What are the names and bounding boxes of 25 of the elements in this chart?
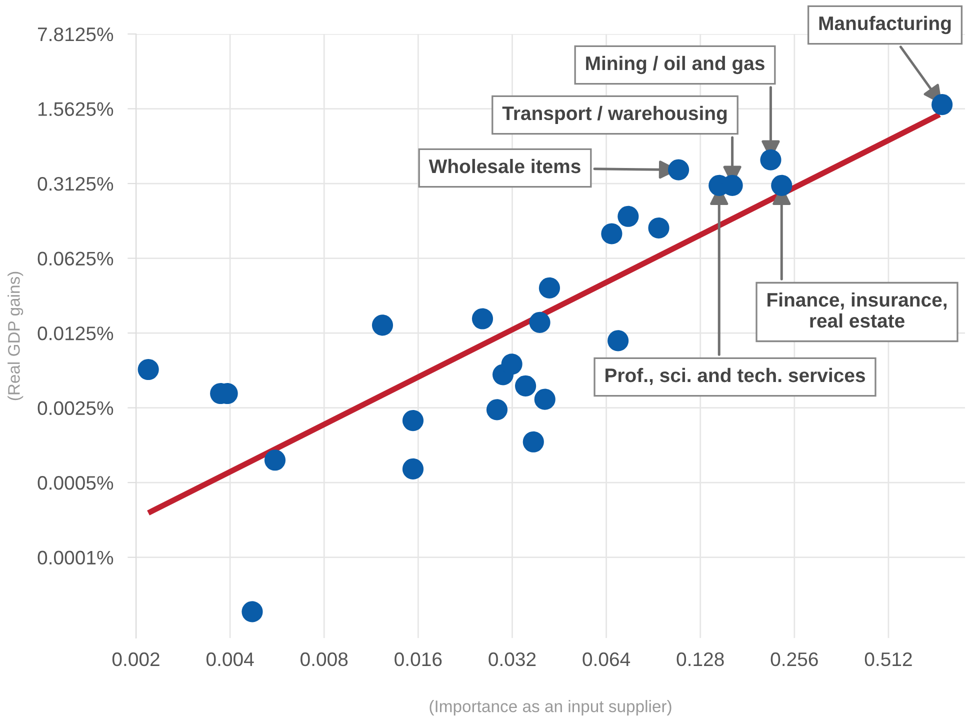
x-tick-label: 0.016 xyxy=(394,652,442,666)
annotation: Prof., sci. and tech. services xyxy=(606,368,865,386)
annotation: Manufacturing xyxy=(819,16,951,34)
y-tick-label: 0.0125% xyxy=(38,326,114,340)
x-tick-label: 0.008 xyxy=(300,652,348,666)
x-tick-label: 0.002 xyxy=(112,652,160,666)
x-tick-label: 0.064 xyxy=(582,652,630,666)
y-tick-label: 1.5625% xyxy=(38,102,114,116)
y-tick-label: 0.3125% xyxy=(38,176,114,191)
x-tick-label: 0.128 xyxy=(676,652,724,666)
annotation: Transport / warehousing xyxy=(502,106,727,124)
annotation: Mining / oil and gas xyxy=(586,56,764,74)
y-tick-label: 0.0025% xyxy=(38,401,114,416)
annotation: Finance, insurance, real estate xyxy=(768,292,946,328)
y-axis-title: (Real GDP gains) xyxy=(8,272,24,400)
x-axis-title: (Importance as an input supplier) xyxy=(430,700,672,716)
x-tick-label: 0.032 xyxy=(488,652,536,666)
y-tick-label: 0.0005% xyxy=(38,476,114,490)
y-tick-label: 0.0001% xyxy=(38,550,114,565)
y-tick-label: 0.0625% xyxy=(38,252,114,266)
y-tick-label: 7.8125% xyxy=(38,27,114,42)
x-tick-label: 0.512 xyxy=(864,652,912,666)
x-tick-label: 0.256 xyxy=(770,652,818,666)
annotation: Wholesale items xyxy=(428,158,580,174)
x-tick-label: 0.004 xyxy=(206,652,254,666)
